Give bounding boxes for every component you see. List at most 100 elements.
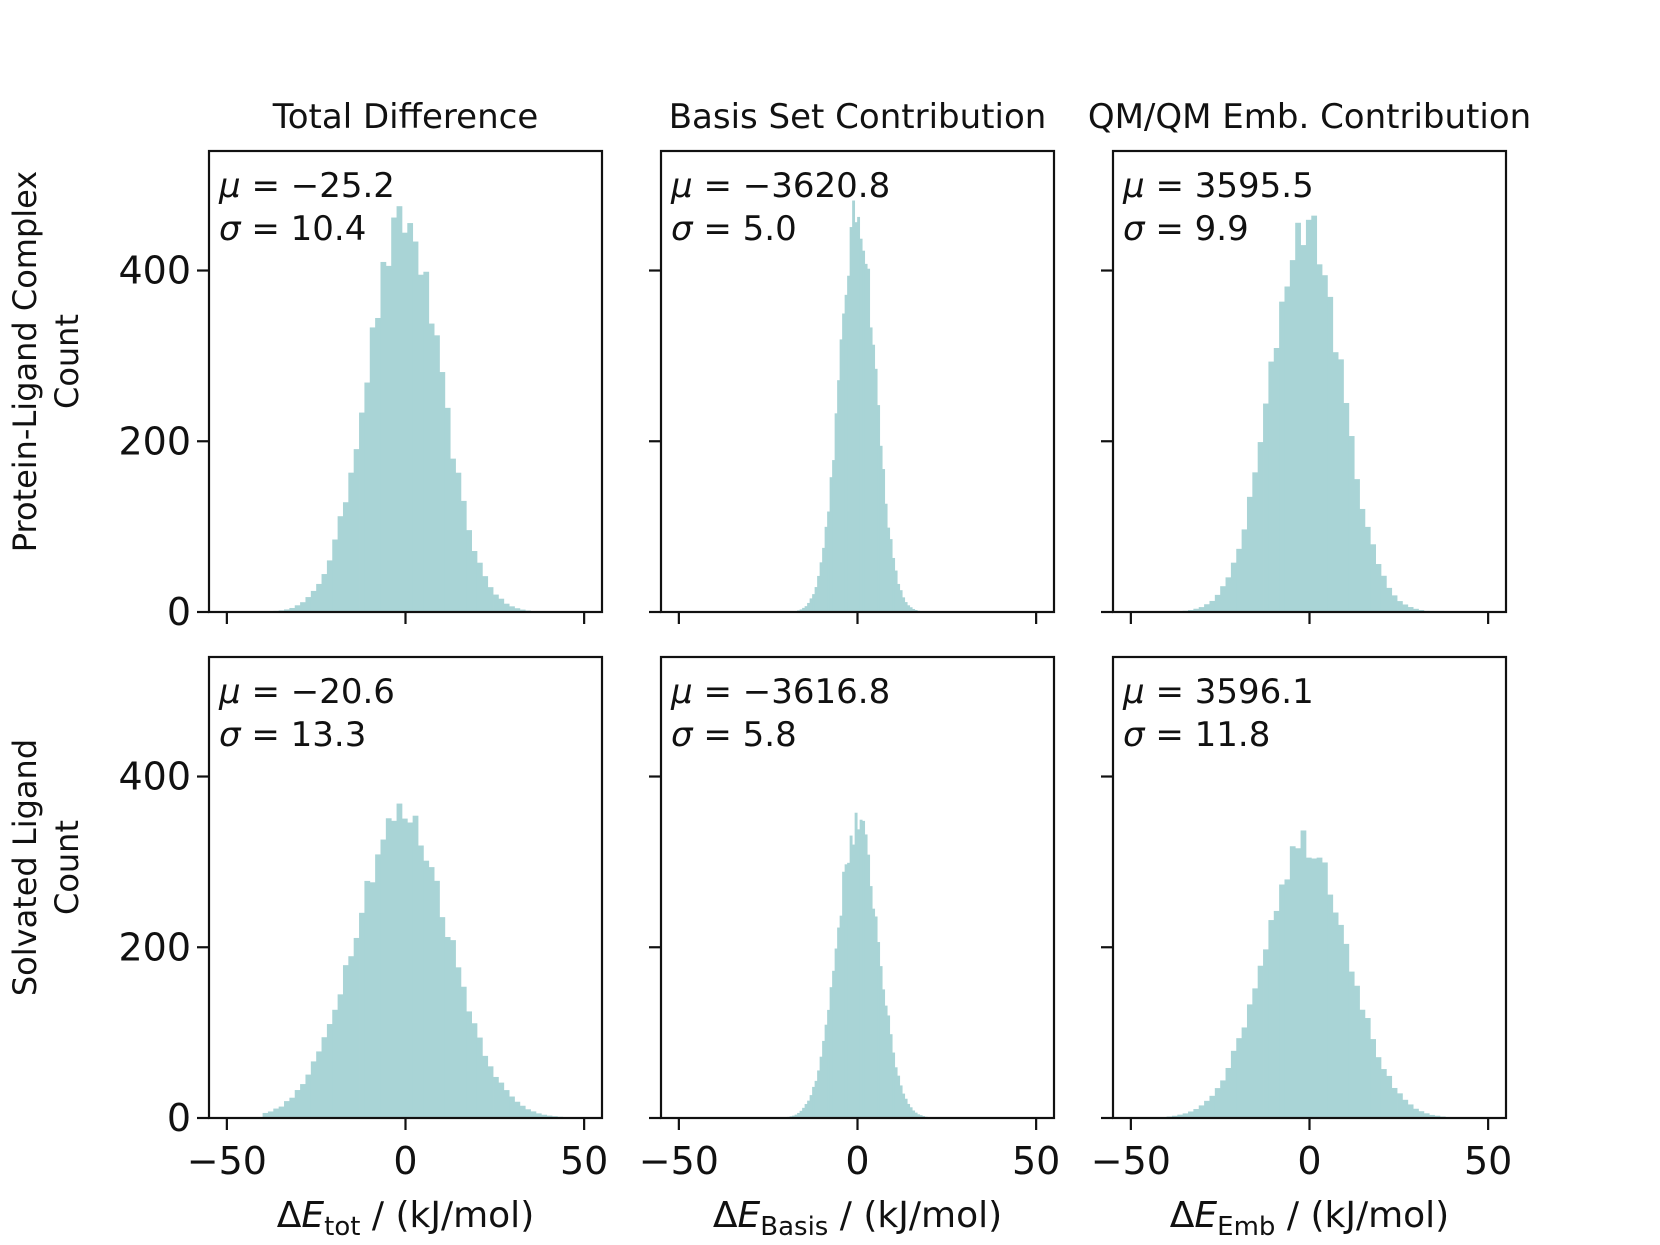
histogram-bar [1230,1050,1237,1118]
histogram-bar [879,445,883,612]
sigma-annotation: σ = 9.9 [1123,209,1249,249]
y-tick-label: 200 [118,419,191,463]
histogram-bar [278,1106,285,1118]
histogram-bar [897,1075,901,1118]
histogram-bar [369,882,376,1118]
histogram-bar [482,1055,489,1118]
histogram-bar [1311,215,1318,612]
histogram-bar [917,1114,921,1118]
histogram-bar [824,1024,828,1118]
histogram-bar [1397,601,1403,612]
x-axis-labels: ΔEtot / (kJ/mol) ΔEBasis / (kJ/mol) ΔEEmb … [277,1195,1449,1242]
histogram-bar [1429,1114,1435,1118]
histogram-bar [904,602,908,612]
histogram-bar [1198,607,1205,612]
histogram-bar [812,1086,816,1118]
histogram-bar [332,539,339,612]
y-tick-label: 0 [167,1096,191,1140]
histogram-bar [1322,862,1328,1118]
histogram-bar [337,516,344,612]
histogram-bar [423,271,430,612]
histogram-bar [342,965,349,1118]
histogram-bar [1241,1027,1248,1118]
histogram-bar [337,994,344,1118]
histogram-bar [1359,1009,1366,1118]
x-axis-label: ΔEBasis / (kJ/mol) [713,1195,1002,1242]
histogram-bar [827,1009,831,1118]
histogram-bar [807,602,811,612]
histogram-bar [884,1005,888,1118]
histogram-bar [799,609,803,612]
histogram-bar [819,562,823,612]
histogram-bar [834,413,838,612]
histogram-bar [418,274,424,612]
histogram-bar [889,539,893,612]
histogram-bar [1343,402,1350,612]
histogram-bar [471,551,478,612]
histogram-bar [1364,1018,1371,1118]
histogram-bar [396,206,403,612]
histogram-bar [321,1037,328,1118]
histogram-bar [864,834,868,1118]
histogram-bar [837,927,841,1118]
histogram-bar [1386,1075,1393,1118]
histogram-bar [1316,264,1323,612]
histogram-bar [284,609,290,612]
histogram-bar [423,860,430,1118]
histogram-bar [1332,912,1339,1118]
histogram-bar [914,1112,918,1118]
histogram-bar [321,574,328,612]
sigma-annotation: σ = 13.3 [219,715,366,755]
histogram-bar [1300,245,1307,612]
x-tick-label: 50 [560,1139,608,1183]
x-tick-label: 50 [1464,1139,1512,1183]
histogram-bar [879,966,883,1118]
histogram-bar [439,372,446,612]
histogram-bar [509,606,515,612]
row-label: Protein-Ligand Complex [6,171,44,552]
histogram-bar [854,222,858,612]
x-axis-label: ΔEtot / (kJ/mol) [277,1195,534,1242]
x-axis-label: ΔEEmb / (kJ/mol) [1170,1195,1449,1242]
histogram-bar [1198,1105,1205,1118]
histogram-bar [353,937,360,1118]
histogram-bar [909,607,913,612]
histogram-bar [305,597,312,612]
histogram-bar [519,609,526,612]
histogram-bar [1188,1111,1194,1118]
histogram-bar [294,1090,301,1118]
histogram-bar [874,368,878,612]
histogram-bar [834,948,838,1118]
histogram-bar [912,608,916,612]
panel-r1-c2: −50 0 50 μ = 3596.1σ = 11.8 [1091,655,1512,1183]
histogram-bar [869,327,873,612]
histogram-bar [359,912,365,1118]
histogram-bar [1236,1038,1243,1118]
histogram-bar [1236,548,1243,612]
histogram-bar [487,1066,494,1118]
histogram-bar [1284,286,1291,612]
histogram-bar [267,1111,274,1118]
histogram-bar [792,1115,796,1118]
histogram-bar [1241,529,1248,612]
histogram-bar [1370,1039,1376,1118]
histogram-bar [894,1067,898,1118]
histogram-bar [1295,222,1301,612]
histogram-bar [814,587,818,612]
y-tick-label: 400 [118,249,191,293]
panel-r0-c1: μ = −3620.8σ = 5.0 [649,149,1056,624]
histogram-bar [1402,1099,1409,1118]
histogram-bar [1214,1088,1221,1118]
histogram-bar [852,200,856,612]
histogram-bar [839,915,843,1118]
histogram-bar [284,1101,290,1118]
histogram-bar [887,527,891,612]
y-tick-label: 200 [118,925,191,969]
sigma-annotation: σ = 11.8 [1123,715,1270,755]
histogram-bar [842,313,846,612]
histogram-bar [342,502,349,612]
histogram-bar [1386,587,1393,612]
histogram-bar [1252,988,1259,1118]
histogram-bar [455,472,462,612]
